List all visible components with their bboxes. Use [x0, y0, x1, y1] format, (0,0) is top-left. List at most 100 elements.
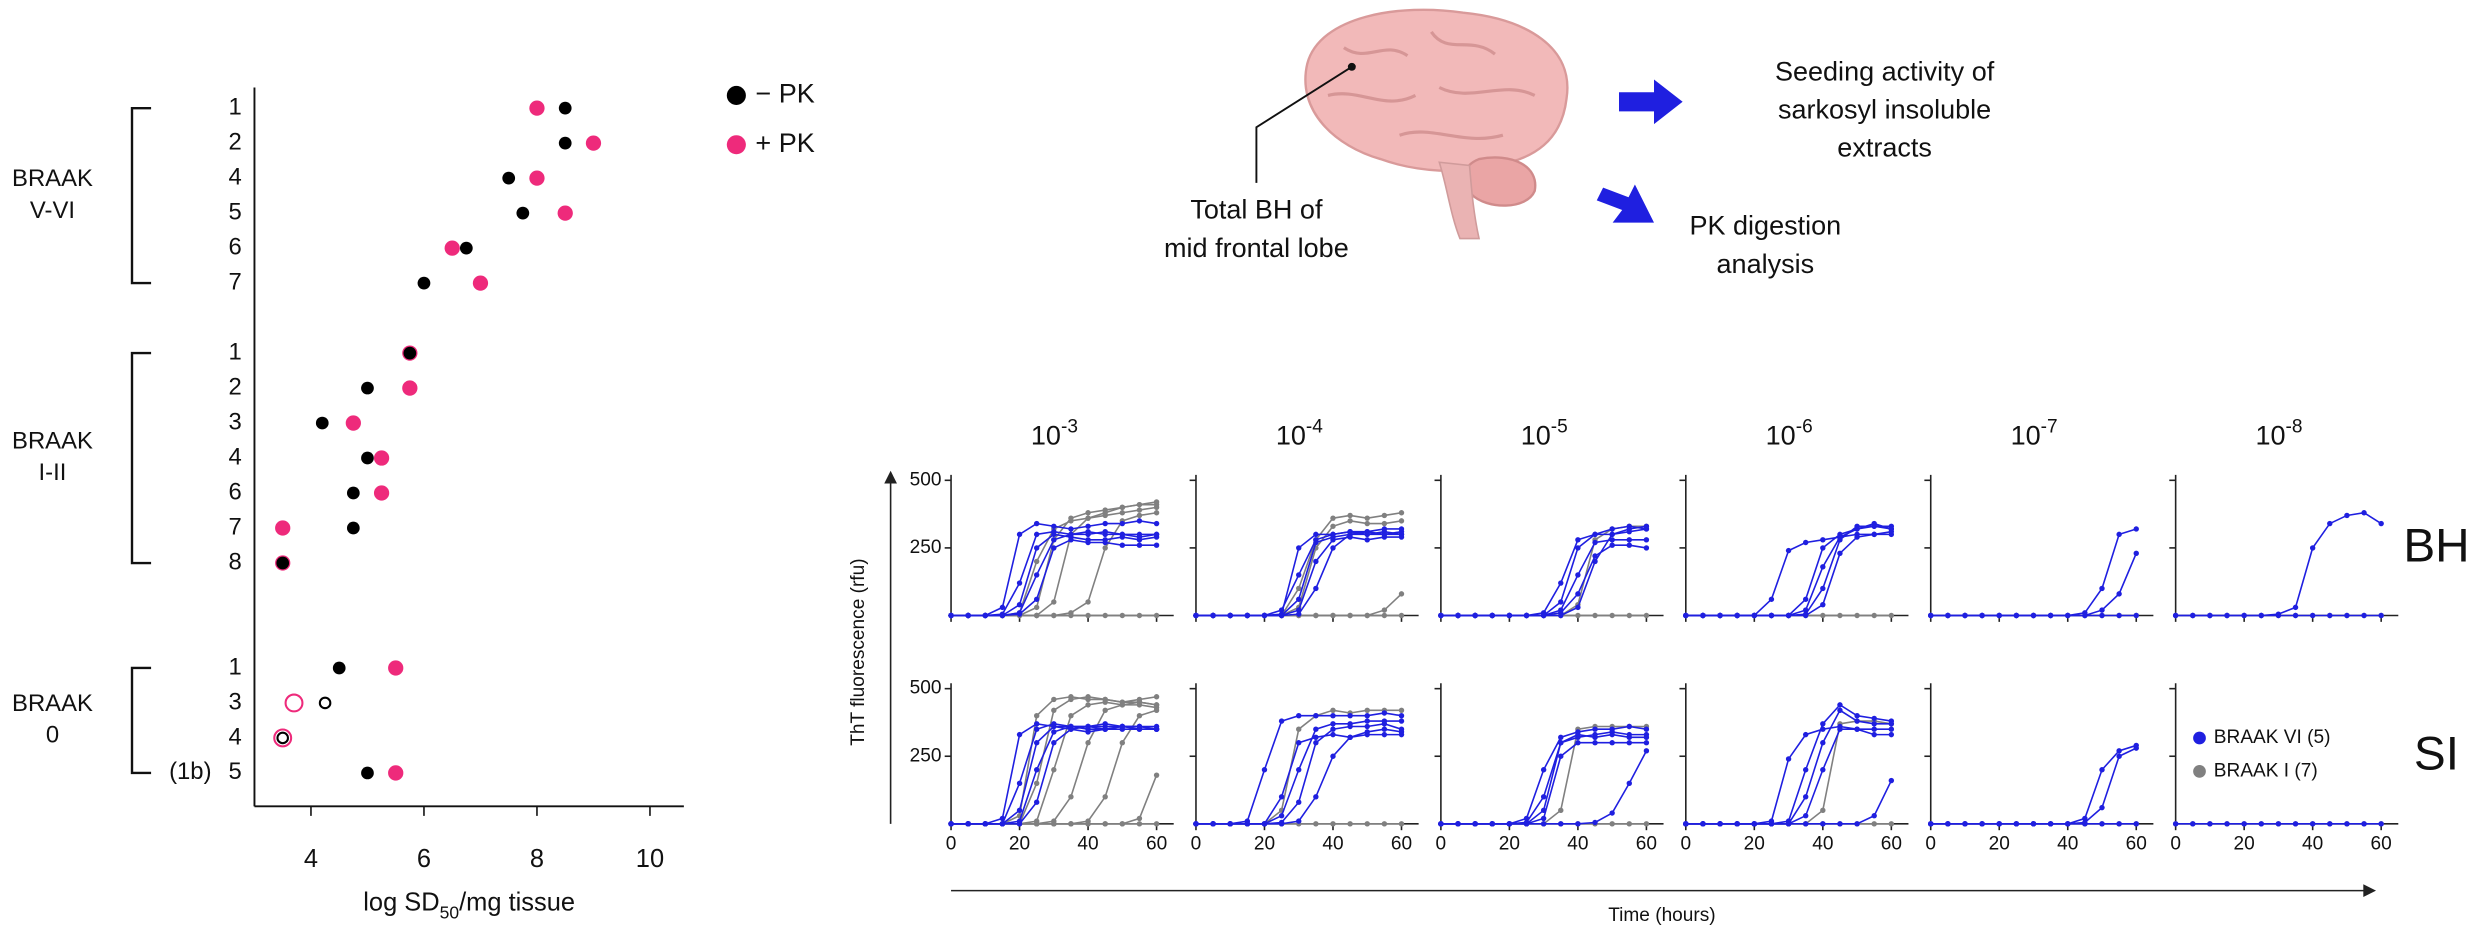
category-label: 6	[228, 233, 241, 260]
column-title-exponent: -6	[1796, 416, 1813, 437]
category-label: 4	[228, 723, 241, 750]
group-label: V-VI	[30, 197, 75, 224]
curve	[1441, 743, 1647, 824]
curve	[1931, 745, 2137, 823]
data-point	[502, 172, 515, 185]
x-tick-label: 20	[1989, 834, 2010, 855]
curve	[1441, 540, 1647, 616]
x-tick-label: 60	[2371, 834, 2392, 855]
x-axis-label-part: 50	[440, 902, 460, 922]
column-title-exponent: -5	[1551, 416, 1568, 437]
x-arrow-head	[2363, 884, 2376, 897]
data-point	[460, 242, 473, 255]
curve	[1931, 748, 2137, 824]
group-label: BRAAK	[12, 427, 93, 454]
data-point	[361, 382, 374, 395]
x-axis-label-part: /mg tissue	[459, 888, 575, 916]
curve	[1441, 735, 1647, 824]
column-title: 10-5	[1521, 416, 1568, 451]
x-tick-label: 6	[417, 845, 431, 873]
column-title-base: 10	[2011, 421, 2041, 451]
data-point	[388, 660, 403, 675]
group-label: BRAAK	[12, 165, 93, 192]
data-point	[445, 240, 460, 255]
curve	[1686, 532, 1892, 616]
legend-label: BRAAK I (7)	[2214, 760, 2318, 781]
illustration-label: Seeding activity of	[1775, 56, 1995, 86]
x-tick-label: 40	[1322, 834, 1343, 855]
data-point	[388, 765, 403, 780]
group-label: I-II	[39, 459, 67, 486]
category-label: 5	[228, 758, 241, 785]
x-tick-label: 20	[1009, 834, 1030, 855]
x-tick-label: 20	[1499, 834, 1520, 855]
category-label: 7	[228, 513, 241, 540]
curve	[951, 724, 1157, 824]
curve	[951, 724, 1157, 824]
data-point	[516, 207, 529, 220]
illustration-label: extracts	[1837, 133, 1932, 163]
x-tick-label: 20	[1744, 834, 1765, 855]
category-label: 8	[228, 548, 241, 575]
data-point	[347, 487, 360, 500]
y-tick-label: 500	[910, 678, 942, 699]
column-title: 10-7	[2011, 416, 2058, 451]
category-label: 5	[228, 198, 241, 225]
data-point	[529, 101, 544, 116]
category-label: 1	[228, 338, 241, 365]
column-title-base: 10	[2256, 421, 2286, 451]
row-label: BH	[2403, 519, 2469, 572]
illustration-label: PK digestion	[1689, 211, 1841, 241]
legend-label: + PK	[755, 128, 814, 158]
curve	[951, 702, 1157, 824]
curve	[951, 727, 1157, 824]
illustration-label: analysis	[1717, 249, 1815, 279]
data-point	[275, 520, 290, 535]
group-bracket	[132, 668, 151, 773]
category-label: 4	[228, 443, 241, 470]
x-tick-label: 60	[2126, 834, 2147, 855]
data-point	[374, 450, 389, 465]
curve	[1441, 545, 1647, 615]
x-tick-label: 60	[1636, 834, 1657, 855]
column-title: 10-6	[1766, 416, 1813, 451]
x-tick-label: 40	[2302, 834, 2323, 855]
x-tick-label: 20	[2234, 834, 2255, 855]
illustration-label: Total BH of	[1190, 195, 1323, 225]
curve	[951, 775, 1157, 824]
x-tick-label: 20	[1254, 834, 1275, 855]
group-bracket	[132, 353, 151, 563]
category-label: 3	[228, 408, 241, 435]
column-title-base: 10	[1766, 421, 1796, 451]
data-point	[276, 557, 289, 570]
data-point	[374, 485, 389, 500]
x-tick-label: 0	[1680, 834, 1691, 855]
y-arrow-head	[884, 471, 897, 484]
column-title-exponent: -7	[2041, 416, 2058, 437]
curve	[1686, 729, 1892, 824]
curve	[1931, 529, 2137, 616]
curve	[1686, 705, 1892, 824]
group-label: BRAAK	[12, 690, 93, 717]
column-title: 10-3	[1031, 416, 1078, 451]
column-title: 10-8	[2256, 416, 2303, 451]
legend-marker	[727, 135, 746, 154]
x-axis-label: Time (hours)	[1608, 905, 1715, 925]
column-title-exponent: -4	[1306, 416, 1323, 437]
curve	[951, 702, 1157, 824]
data-point	[558, 205, 573, 220]
curve	[951, 540, 1157, 616]
curve	[951, 727, 1157, 824]
data-point	[586, 136, 601, 151]
curve	[1441, 529, 1647, 616]
curve	[1196, 529, 1402, 616]
column-title-base: 10	[1031, 421, 1061, 451]
curve	[1196, 724, 1402, 824]
data-point	[402, 380, 417, 395]
figure: Total BH of mid frontal lobe Seeding act…	[0, 0, 2481, 925]
curve	[1931, 553, 2137, 615]
illustration-label: sarkosyl insoluble	[1778, 94, 1991, 124]
curve	[951, 697, 1157, 824]
curve	[951, 724, 1157, 824]
data-point	[316, 417, 329, 430]
